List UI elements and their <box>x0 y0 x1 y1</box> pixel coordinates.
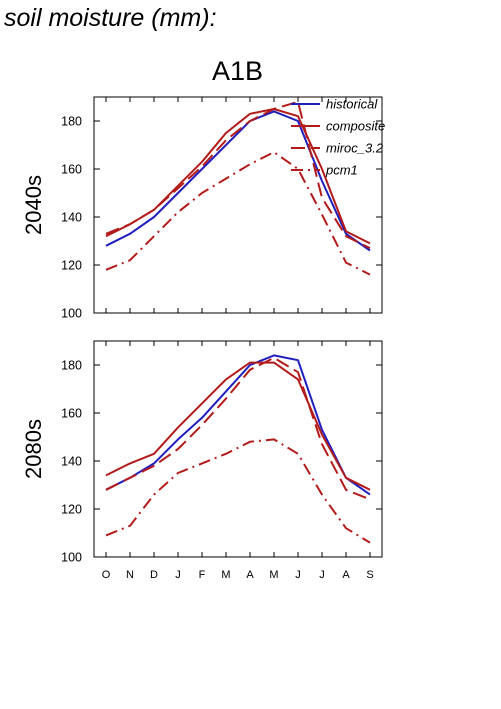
panel-frame-2080s <box>93 340 383 558</box>
y-tick-label: 180 <box>61 115 82 129</box>
legend-label-miroc_3.2: miroc_3.2 <box>326 141 384 156</box>
y-tick-label: 100 <box>61 551 82 565</box>
y-tick-label: 140 <box>61 455 82 469</box>
x-tick-label: J <box>175 569 181 581</box>
x-tick-label: S <box>366 569 373 581</box>
y-tick-label: 100 <box>61 307 82 321</box>
x-tick-label: N <box>126 569 134 581</box>
series-line-historical-2040s <box>105 110 371 252</box>
series-line-historical-2080s <box>105 354 371 496</box>
series-line-composite-2080s <box>105 361 371 491</box>
panel-label-2080s: 2080s <box>21 419 46 479</box>
y-tick-label: 120 <box>61 259 82 273</box>
x-tick-label: O <box>102 569 111 581</box>
x-tick-label: A <box>342 569 350 581</box>
panel-label-2040s: 2040s <box>21 175 46 235</box>
legend-label-pcm1: pcm1 <box>325 163 358 178</box>
x-tick-label: D <box>150 569 158 581</box>
y-tick-label: 180 <box>61 359 82 373</box>
x-tick-label: A <box>246 569 254 581</box>
series-line-pcm1-2040s <box>105 151 371 276</box>
x-tick-label: F <box>199 569 206 581</box>
legend-label-historical: historical <box>326 97 378 112</box>
legend-label-composite: composite <box>326 119 385 134</box>
series-line-miroc_3.2-2040s <box>105 100 371 250</box>
y-tick-label: 120 <box>61 503 82 517</box>
x-tick-label: J <box>295 569 301 581</box>
panel-frame-2040s <box>93 96 383 314</box>
x-tick-label: M <box>221 569 230 581</box>
page-title: soil moisture (mm): <box>4 4 217 32</box>
x-tick-label: M <box>269 569 278 581</box>
y-tick-label: 140 <box>61 211 82 225</box>
y-tick-label: 160 <box>61 163 82 177</box>
y-tick-label: 160 <box>61 407 82 421</box>
series-line-pcm1-2080s <box>105 438 371 544</box>
x-tick-label: J <box>319 569 325 581</box>
chart-title: A1B <box>211 56 264 86</box>
series-line-miroc_3.2-2080s <box>105 356 371 501</box>
